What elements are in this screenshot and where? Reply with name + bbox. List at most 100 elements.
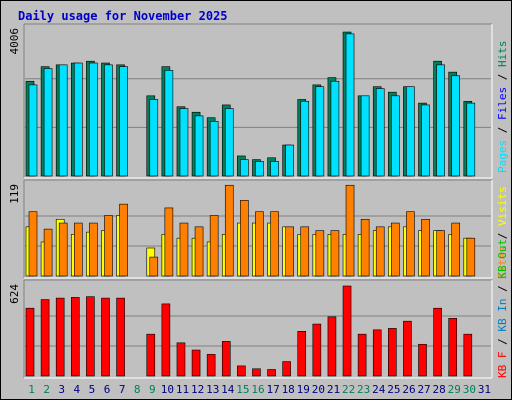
bar-sites-day-25 [391,222,400,277]
bar-kb-f-day-28 [433,307,442,377]
bar-pages-day-5 [89,62,98,177]
bar-pages-day-16 [255,161,264,177]
day-label-14: 14 [221,383,235,396]
legend-sep-2: / [496,67,509,87]
bar-kb-f-day-2 [40,299,50,377]
bar-sites-day-26 [406,211,415,277]
bar-pages-day-2 [43,68,53,177]
legend-visits: Visits [496,186,509,226]
bar-pages-day-20 [315,86,325,177]
bar-sites-day-4 [73,222,83,277]
day-label-27: 27 [417,383,430,396]
bar-sites-day-19 [300,226,310,277]
legend-kb: KB F / KB In / KB Out [496,239,509,378]
bar-sites-day-7 [119,203,128,277]
day-label-30: 30 [463,383,476,396]
bar-sites-day-1 [28,211,38,277]
bar-kb-f-day-25 [388,328,397,377]
bar-kb-f-day-20 [312,323,322,377]
bar-sites-day-10 [164,207,174,277]
day-label-22: 22 [342,383,355,396]
bar-pages-day-1 [28,84,38,177]
bar-sites-day-24 [375,226,385,277]
bar-kb-f-day-23 [357,333,367,377]
bar-pages-day-3 [58,64,68,177]
legend-pages: Pages [496,140,509,173]
day-label-20: 20 [312,383,325,396]
bar-sites-day-5 [89,222,98,277]
day-label-2: 2 [43,383,50,396]
bar-pages-day-13 [209,121,219,177]
bar-sites-day-15 [240,200,249,277]
day-label-16: 16 [251,383,264,396]
legend-sites: Sites [496,246,509,279]
bar-sites-day-13 [209,215,219,277]
bar-kb-f-day-12 [191,349,201,377]
bar-kb-f-day-3 [55,297,65,377]
day-label-10: 10 [161,383,174,396]
day-label-24: 24 [372,383,386,396]
day-label-15: 15 [236,383,249,396]
bar-pages-day-28 [436,64,445,177]
bar-sites-day-2 [43,228,53,277]
bar-kb-f-day-13 [206,354,216,377]
bar-kb-f-day-5 [86,296,95,377]
bar-kb-f-day-17 [267,369,276,377]
day-label-26: 26 [402,383,415,396]
legend-visits-sites: Sites / Visits [496,186,509,279]
bar-kb-f-day-24 [372,329,382,377]
bar-pages-day-12 [194,115,204,177]
bar-pages-day-29 [451,75,461,177]
bar-sites-day-27 [421,218,430,277]
bar-sites-day-11 [179,222,189,277]
bar-sites-day-28 [436,230,445,277]
day-label-31: 31 [478,383,491,396]
scale-max-label: 624 [8,284,21,304]
bar-pages-day-17 [270,161,279,177]
day-label-17: 17 [266,383,279,396]
legend-kb-out: KB Out [496,239,509,279]
bar-kb-f-day-7 [116,297,125,377]
bar-pages-day-26 [406,86,415,177]
bar-pages-day-23 [360,95,370,177]
bar-sites-day-14 [224,184,234,277]
bar-pages-day-22 [345,33,355,177]
legend-kb-in: KB In [496,299,509,332]
day-label-9: 9 [149,383,156,396]
bar-sites-day-3 [58,222,68,277]
bar-pages-day-10 [164,70,174,177]
bar-kb-f-day-14 [221,341,231,377]
bar-kb-f-day-26 [403,320,412,377]
legend-sep-5: / [496,279,509,299]
day-label-28: 28 [433,383,446,396]
panel-visits-sites: 119 [8,179,493,279]
legend-hits-files-pages: Pages / Files / Hits [496,41,509,174]
day-label-19: 19 [297,383,310,396]
bar-pages-day-19 [300,100,310,177]
bar-sites-day-29 [451,222,461,277]
legend-hits: Hits [496,41,509,68]
bar-kb-f-day-4 [70,297,80,377]
bar-sites-day-21 [330,230,340,277]
day-label-13: 13 [206,383,219,396]
bar-pages-day-25 [391,95,400,177]
day-label-1: 1 [28,383,35,396]
day-label-3: 3 [58,383,65,396]
bar-sites-day-30 [466,237,476,277]
bar-pages-day-15 [240,159,249,177]
chart-title: Daily usage for November 2025 [18,9,228,23]
bar-sites-day-18 [285,226,294,277]
bar-kb-f-day-9 [146,333,156,377]
day-label-8: 8 [134,383,141,396]
bar-kb-f-day-27 [418,343,427,377]
bar-pages-day-18 [285,144,294,177]
bar-kb-f-day-15 [237,365,246,377]
bar-sites-day-20 [315,230,325,277]
day-label-11: 11 [176,383,189,396]
day-label-21: 21 [327,383,340,396]
bar-sites-day-12 [194,226,204,277]
bar-pages-day-9 [149,99,159,177]
bar-kb-f-day-6 [101,297,110,377]
bar-pages-day-21 [330,80,340,177]
bar-pages-day-30 [466,102,476,177]
